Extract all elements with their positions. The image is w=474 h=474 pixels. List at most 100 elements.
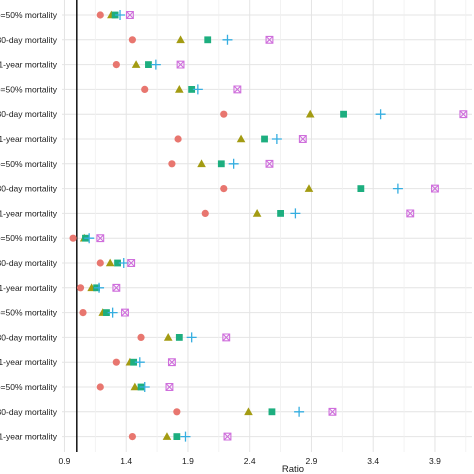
box-x-point (265, 159, 274, 168)
circle-point (220, 185, 228, 193)
x-tick-label: 3.4 (367, 456, 379, 466)
y-tick-label: 30-day mortality (0, 258, 58, 268)
box-x-point (406, 209, 415, 218)
box-x-point (431, 184, 439, 193)
plus-point (139, 382, 150, 392)
y-tick-label: 1-year mortality (0, 134, 58, 144)
box-x-point (96, 234, 105, 243)
y-tick-label: 30-day mortality (0, 184, 58, 194)
circle-point (174, 135, 182, 143)
triangle-point (130, 382, 140, 391)
plus-point (271, 134, 282, 144)
square-point (277, 210, 284, 217)
square-point (145, 61, 152, 68)
y-tick-label: 30-day mortality (0, 35, 58, 45)
circle-point (141, 85, 149, 93)
square-point (114, 259, 121, 267)
x-tick-label: 1.4 (120, 456, 132, 466)
circle-point (76, 284, 85, 292)
box-x-point (222, 333, 231, 342)
grid (62, 0, 472, 452)
triangle-point (304, 184, 314, 192)
box-x-point (328, 407, 337, 416)
plus-point (118, 258, 129, 268)
triangle-point (131, 60, 141, 68)
square-point (175, 334, 183, 341)
plus-point (294, 406, 305, 417)
plus-point (186, 332, 197, 343)
triangle-point (175, 85, 184, 93)
square-point (217, 160, 225, 168)
y-tick-label: e=50% mortality (0, 159, 58, 169)
circle-point (220, 110, 228, 118)
plus-point (228, 158, 239, 169)
x-tick-label: 1.9 (182, 456, 194, 466)
plus-point (134, 357, 145, 368)
circle-point (96, 383, 104, 391)
x-tick-label: 0.9 (59, 456, 71, 466)
square-point (204, 36, 212, 44)
x-axis-title: Ratio (282, 464, 304, 474)
circle-point (168, 160, 176, 168)
box-x-point (459, 110, 468, 119)
triangle-point (197, 159, 206, 168)
triangle-point (244, 407, 253, 416)
x-tick-label: 3.9 (429, 456, 441, 466)
y-tick-label: e=50% mortality (0, 382, 58, 392)
square-point (188, 86, 196, 93)
circle-point (201, 209, 209, 217)
circle-point (112, 358, 120, 366)
box-x-point (167, 358, 176, 367)
circle-point (96, 11, 104, 19)
plot-panel (62, 0, 472, 452)
plus-point (180, 431, 191, 442)
y-tick-label: 1-year mortality (0, 432, 58, 442)
triangle-point (305, 109, 315, 118)
y-tick-label: 30-day mortality (0, 407, 58, 417)
circle-point (173, 408, 181, 416)
box-x-point (265, 35, 274, 44)
box-x-point (127, 259, 136, 267)
circle-point (79, 309, 87, 317)
x-tick-label: 2.9 (306, 456, 318, 466)
box-x-point (121, 308, 129, 317)
square-point (261, 135, 268, 143)
y-tick-label: e=50% mortality (0, 308, 58, 318)
x-axis-tick-labels: 0.9 1.4 1.9 2.4 2.9 3.4 3.9 (59, 456, 442, 466)
plus-point (107, 307, 118, 318)
square-point (173, 433, 181, 440)
triangle-point (163, 333, 173, 341)
square-point (268, 408, 276, 416)
circle-point (128, 433, 136, 441)
y-tick-label: e=50% mortality (0, 233, 58, 243)
box-x-point (125, 11, 134, 19)
triangle-point (105, 258, 115, 267)
triangle-point (252, 209, 262, 217)
y-tick-label: 1-year mortality (0, 283, 58, 293)
plus-point (192, 84, 203, 95)
y-tick-label: 1-year mortality (0, 357, 58, 367)
plus-point (84, 233, 95, 244)
y-tick-label: e=50% mortality (0, 10, 58, 20)
box-x-point (176, 60, 185, 69)
triangle-point (162, 432, 172, 440)
y-axis-labels: e=50% mortality 30-day mortality 1-year mo… (0, 10, 58, 442)
plus-point (94, 282, 105, 293)
data-points (69, 10, 468, 442)
box-x-point (223, 432, 232, 441)
plus-point (222, 34, 233, 45)
square-point (130, 358, 138, 366)
y-tick-label: 30-day mortality (0, 109, 58, 119)
plus-point (115, 10, 126, 20)
plus-point (375, 109, 386, 120)
y-tick-label: 1-year mortality (0, 60, 58, 70)
circle-point (137, 333, 145, 341)
triangle-point (236, 134, 246, 143)
circle-point (112, 61, 120, 69)
plus-point (392, 183, 403, 194)
box-x-point (165, 383, 174, 391)
y-tick-label: 1-year mortality (0, 208, 58, 218)
box-x-point (112, 283, 121, 292)
